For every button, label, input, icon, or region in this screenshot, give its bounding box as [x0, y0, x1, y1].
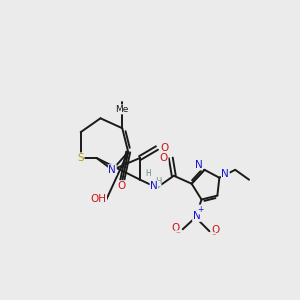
- Text: +: +: [197, 205, 204, 214]
- Text: ⁻: ⁻: [176, 231, 180, 240]
- Text: N: N: [150, 181, 158, 191]
- Text: O: O: [160, 153, 168, 163]
- Text: H: H: [155, 177, 161, 186]
- Text: O: O: [161, 143, 169, 153]
- Text: OH: OH: [91, 194, 106, 203]
- Text: O: O: [211, 225, 220, 235]
- Text: N: N: [221, 169, 229, 179]
- Text: O: O: [117, 181, 125, 191]
- Text: N: N: [193, 212, 200, 221]
- Text: S: S: [77, 153, 84, 163]
- Text: H: H: [145, 169, 151, 178]
- Text: O: O: [172, 223, 180, 233]
- Text: ⁻: ⁻: [211, 233, 216, 242]
- Text: Me: Me: [116, 105, 129, 114]
- Text: N: N: [109, 165, 116, 175]
- Text: N: N: [195, 160, 203, 170]
